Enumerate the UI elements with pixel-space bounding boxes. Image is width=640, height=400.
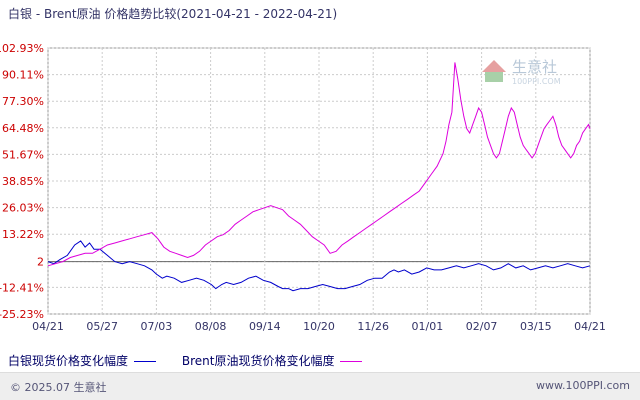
y-tick-label: 102.93% — [0, 42, 44, 55]
y-tick-label: -25.23% — [0, 308, 44, 321]
logo-house-icon — [482, 60, 506, 72]
y-tick-label: 64.48% — [2, 122, 44, 135]
legend-item-silver: 白银现货价格变化幅度 — [8, 352, 157, 369]
legend-item-brent: Brent原油现货价格变化幅度 — [182, 352, 363, 369]
chart-legend: 白银现货价格变化幅度 Brent原油现货价格变化幅度 — [8, 352, 384, 369]
x-tick-label: 11/26 — [357, 320, 389, 333]
legend-swatch-silver — [134, 361, 157, 362]
y-tick-label: 13.22% — [2, 228, 44, 241]
x-tick-label: 09/14 — [249, 320, 281, 333]
y-tick-label: 26.03% — [2, 202, 44, 215]
chart-title: 白银 - Brent原油 价格趋势比较(2021-04-21 - 2022-04… — [8, 7, 338, 21]
watermark-logo — [482, 60, 506, 82]
x-tick-label: 02/07 — [466, 320, 498, 333]
legend-swatch-brent — [340, 361, 363, 362]
y-tick-label: 2 — [37, 256, 44, 269]
series-line-silver — [47, 240, 591, 292]
footer-site-link[interactable]: www.100PPI.com — [536, 379, 630, 392]
series-line-brent — [47, 62, 591, 267]
y-tick-label: -12.41% — [0, 281, 44, 294]
x-tick-label: 07/03 — [141, 320, 173, 333]
watermark-name: 生意社 — [512, 58, 557, 76]
x-tick-label: 05/27 — [86, 320, 118, 333]
x-tick-label: 10/20 — [303, 320, 335, 333]
x-tick-label: 04/21 — [574, 320, 606, 333]
y-tick-label: 90.11% — [2, 69, 44, 82]
legend-label-brent: Brent原油现货价格变化幅度 — [181, 354, 335, 368]
watermark-url: 100PPI.COM — [512, 77, 561, 86]
logo-house-base — [485, 72, 503, 82]
x-tick-label: 04/21 — [32, 320, 64, 333]
legend-label-silver: 白银现货价格变化幅度 — [8, 354, 129, 368]
y-tick-label: 51.67% — [2, 148, 44, 161]
y-tick-label: 38.85% — [2, 175, 44, 188]
x-tick-label: 03/15 — [520, 320, 552, 333]
chart-plot: 102.93% 90.11% 77.30% 64.48% 51.67% 38.85% 26.… — [0, 42, 606, 333]
x-tick-label: 01/01 — [412, 320, 444, 333]
footer-bar: © 2025.07 生意社 www.100PPI.com — [0, 372, 640, 400]
footer-copyright: © 2025.07 生意社 — [10, 381, 107, 394]
x-tick-label: 08/08 — [195, 320, 227, 333]
y-tick-label: 77.30% — [2, 95, 44, 108]
